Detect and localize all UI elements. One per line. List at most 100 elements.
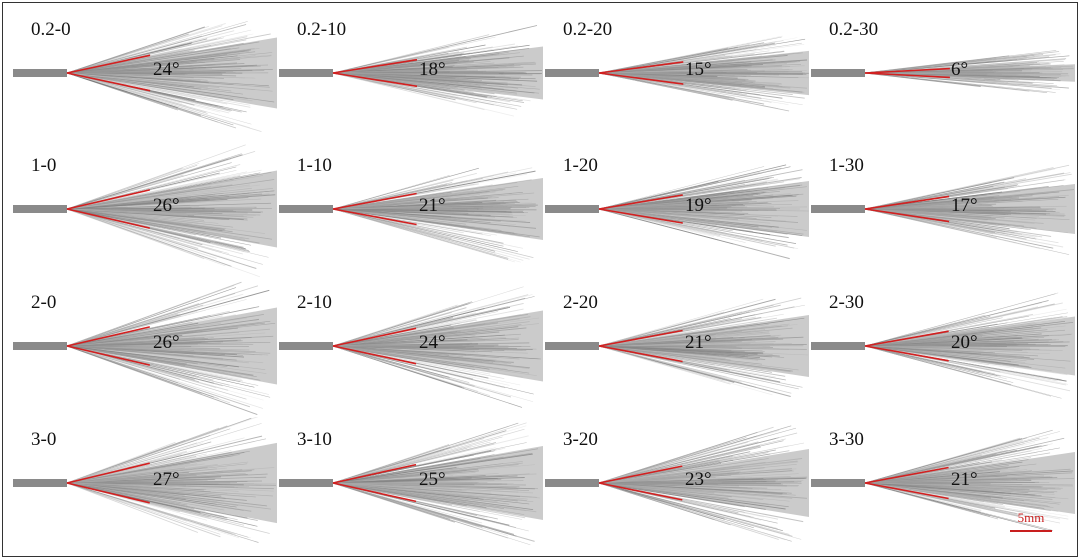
cone-line-lower: [332, 345, 417, 365]
spray-angle-label: 21°: [685, 332, 712, 353]
nozzle: [545, 342, 599, 350]
panel-label: 3-30: [829, 429, 864, 450]
cone-line-upper: [864, 67, 950, 74]
spray-panel: 2-0 26°: [11, 280, 277, 416]
cone-line-lower: [332, 72, 418, 88]
cone-line-upper: [598, 465, 683, 484]
nozzle: [13, 205, 67, 213]
spray-panel: 3-30 21°: [809, 417, 1075, 553]
nozzle: [279, 342, 333, 350]
spray-image: [545, 35, 809, 112]
spray-image: [279, 422, 543, 546]
spray-image: [811, 164, 1075, 255]
spray-image: [13, 417, 277, 543]
cone-line-lower: [864, 72, 950, 79]
nozzle: [279, 205, 333, 213]
spray-plume: [332, 422, 543, 546]
spray-angle-label: 17°: [951, 195, 978, 216]
spray-angle-label: 15°: [685, 59, 712, 80]
scale-bar-label: 5mm: [1017, 510, 1045, 525]
spray-panel: 2-10 24°: [277, 280, 543, 416]
spray-panel: 1-30 17°: [809, 143, 1075, 279]
spray-image: [13, 144, 277, 278]
cone-line-upper: [598, 329, 683, 347]
cone-line-upper: [598, 194, 683, 210]
nozzle: [545, 205, 599, 213]
spray-panel: 3-0 27°: [11, 417, 277, 553]
spray-panel: 2-30 20°: [809, 280, 1075, 416]
nozzle: [811, 342, 865, 350]
spray-image: [545, 425, 809, 542]
spray-angle-label: 23°: [685, 469, 712, 490]
spray-angle-label: 24°: [419, 332, 446, 353]
cone-line-lower: [598, 208, 683, 224]
spray-plume: [66, 417, 277, 543]
panel-label: 2-0: [31, 292, 57, 313]
scale-bar-line: [1010, 530, 1052, 532]
spray-panel: 0.2-30 6°: [809, 7, 1075, 143]
spray-plume: [598, 164, 809, 260]
spray-angle-label: 6°: [951, 59, 969, 80]
nozzle: [545, 69, 599, 77]
spray-angle-label: 19°: [685, 195, 712, 216]
nozzle: [279, 479, 333, 487]
spray-image: [279, 167, 543, 263]
spray-panel: 1-0 26°: [11, 143, 277, 279]
spray-image: [13, 21, 277, 133]
spray-angle-label: 26°: [153, 195, 180, 216]
panel-label: 1-30: [829, 155, 864, 176]
nozzle: [811, 205, 865, 213]
spray-angle-label: 24°: [153, 59, 180, 80]
cone-line-lower: [332, 482, 417, 503]
cone-line-upper: [66, 54, 151, 74]
panel-label: 0.2-30: [829, 19, 879, 40]
spray-image: [811, 292, 1075, 399]
cone-line-lower: [864, 482, 949, 500]
panel-label: 3-10: [297, 429, 332, 450]
cone-line-upper: [332, 58, 418, 74]
panel-label: 2-20: [563, 292, 598, 313]
spray-panel: 0.2-0 24°: [11, 7, 277, 143]
spray-image: [279, 286, 543, 408]
spray-angle-label: 21°: [419, 195, 446, 216]
spray-angle-label: 18°: [419, 59, 446, 80]
spray-angle-label: 20°: [951, 332, 978, 353]
nozzle: [279, 69, 333, 77]
spray-plume: [332, 167, 543, 263]
panel-label: 0.2-10: [297, 19, 347, 40]
spray-angle-label: 25°: [419, 469, 446, 490]
spray-image: [545, 164, 809, 260]
cone-line-upper: [66, 326, 150, 347]
spray-plume: [66, 281, 277, 416]
nozzle: [811, 69, 865, 77]
spray-panel: 3-10 25°: [277, 417, 543, 553]
spray-plume: [66, 144, 277, 278]
cone-line-upper: [332, 463, 417, 484]
cone-line-upper: [864, 330, 949, 347]
panel-label: 3-20: [563, 429, 598, 450]
cone-line-lower: [864, 345, 949, 362]
cone-line-lower: [598, 72, 684, 85]
cone-line-lower: [598, 482, 683, 501]
panel-label: 1-10: [297, 155, 332, 176]
panel-label: 0.2-0: [31, 19, 71, 40]
nozzle: [545, 479, 599, 487]
cone-line-upper: [332, 192, 417, 210]
spray-image: [811, 50, 1075, 93]
cone-line-upper: [332, 327, 417, 347]
nozzle: [13, 479, 67, 487]
cone-line-upper: [864, 195, 950, 210]
cone-line-lower: [66, 208, 150, 229]
spray-panel: 0.2-20 15°: [543, 7, 809, 143]
spray-plume: [864, 429, 1075, 532]
spray-angle-label: 26°: [153, 332, 180, 353]
panel-label: 1-0: [31, 155, 57, 176]
spray-image: [13, 281, 277, 416]
spray-panel: 1-10 21°: [277, 143, 543, 279]
spray-plume: [864, 292, 1075, 399]
cone-line-upper: [598, 61, 684, 74]
nozzle: [811, 479, 865, 487]
spray-panel: 3-20 23°: [543, 417, 809, 553]
cone-line-lower: [864, 208, 950, 223]
panel-label: 1-20: [563, 155, 598, 176]
